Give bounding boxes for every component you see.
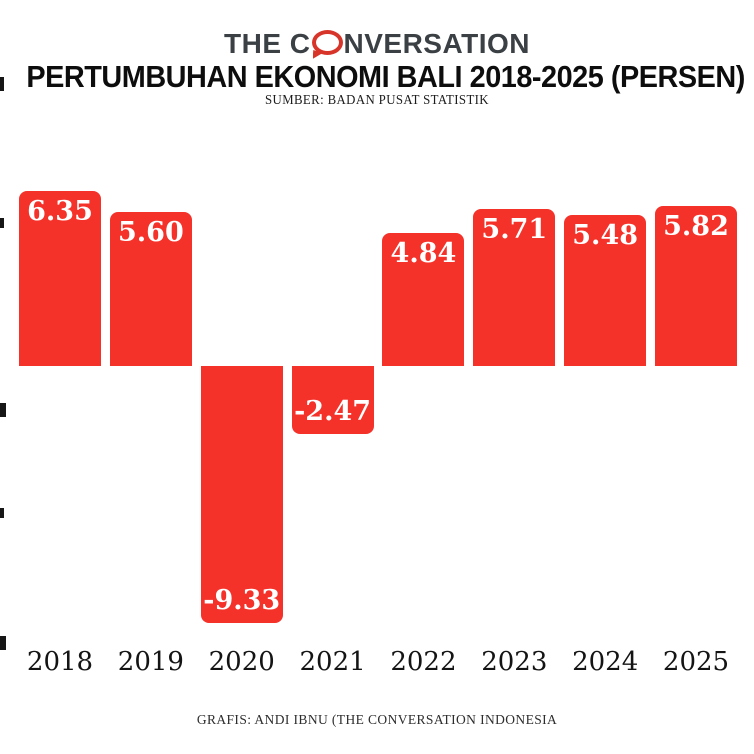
- x-tick-label: 2023: [481, 647, 548, 677]
- cropped-label-fragment: [0, 508, 4, 518]
- bar-2023: 5.71: [473, 208, 556, 366]
- x-tick-label: 2021: [299, 647, 366, 677]
- cropped-label-fragment: [0, 77, 4, 91]
- bar-value-label: -2.47: [294, 396, 372, 428]
- page-title: PERTUMBUHAN EKONOMI BALI 2018-2025 (PERS…: [26, 59, 745, 94]
- logo-text-left: THE C: [224, 28, 311, 59]
- x-tick-label: 2022: [390, 647, 457, 677]
- the-conversation-logo: THE C NVERSATION: [0, 28, 754, 60]
- bar-value-label: -9.33: [203, 585, 281, 617]
- x-tick-label: 2020: [208, 647, 275, 677]
- bar-2022: 4.84: [382, 232, 465, 366]
- bar-2025: 5.82: [655, 205, 738, 366]
- x-tick-label: 2024: [572, 647, 639, 677]
- bar-2024: 5.48: [564, 215, 647, 366]
- bar-value-label: 5.71: [481, 213, 548, 245]
- bar-chart: 6.35 2018 5.60 2019 -9.33 2020 -2.47 2021 4.84 20…: [0, 130, 754, 690]
- bar-value-label: 4.84: [390, 237, 457, 269]
- cropped-label-fragment: [0, 636, 6, 650]
- bar-2021: -2.47: [291, 366, 374, 435]
- bar-2019: 5.60: [109, 211, 192, 366]
- speech-bubble-o-icon: [311, 30, 343, 55]
- bar-value-label: 5.48: [572, 220, 639, 252]
- logo-text-right: NVERSATION: [343, 28, 530, 59]
- credit-caption: GRAFIS: ANDI IBNU (THE CONVERSATION INDO…: [196, 712, 558, 727]
- cropped-label-fragment: [0, 218, 4, 228]
- bar-2018: 6.35: [19, 191, 101, 366]
- bar-value-label: 5.82: [663, 210, 729, 242]
- bar-value-label: 6.35: [27, 196, 93, 228]
- x-tick-label: 2018: [26, 647, 94, 677]
- bar-value-label: 5.60: [117, 216, 184, 248]
- cropped-label-fragment: [0, 403, 6, 417]
- source-caption: SUMBER: BADAN PUSAT STATISTIK: [265, 92, 489, 107]
- bar-2020: -9.33: [200, 366, 283, 624]
- x-tick-label: 2019: [117, 647, 184, 677]
- x-tick-label: 2025: [662, 647, 730, 677]
